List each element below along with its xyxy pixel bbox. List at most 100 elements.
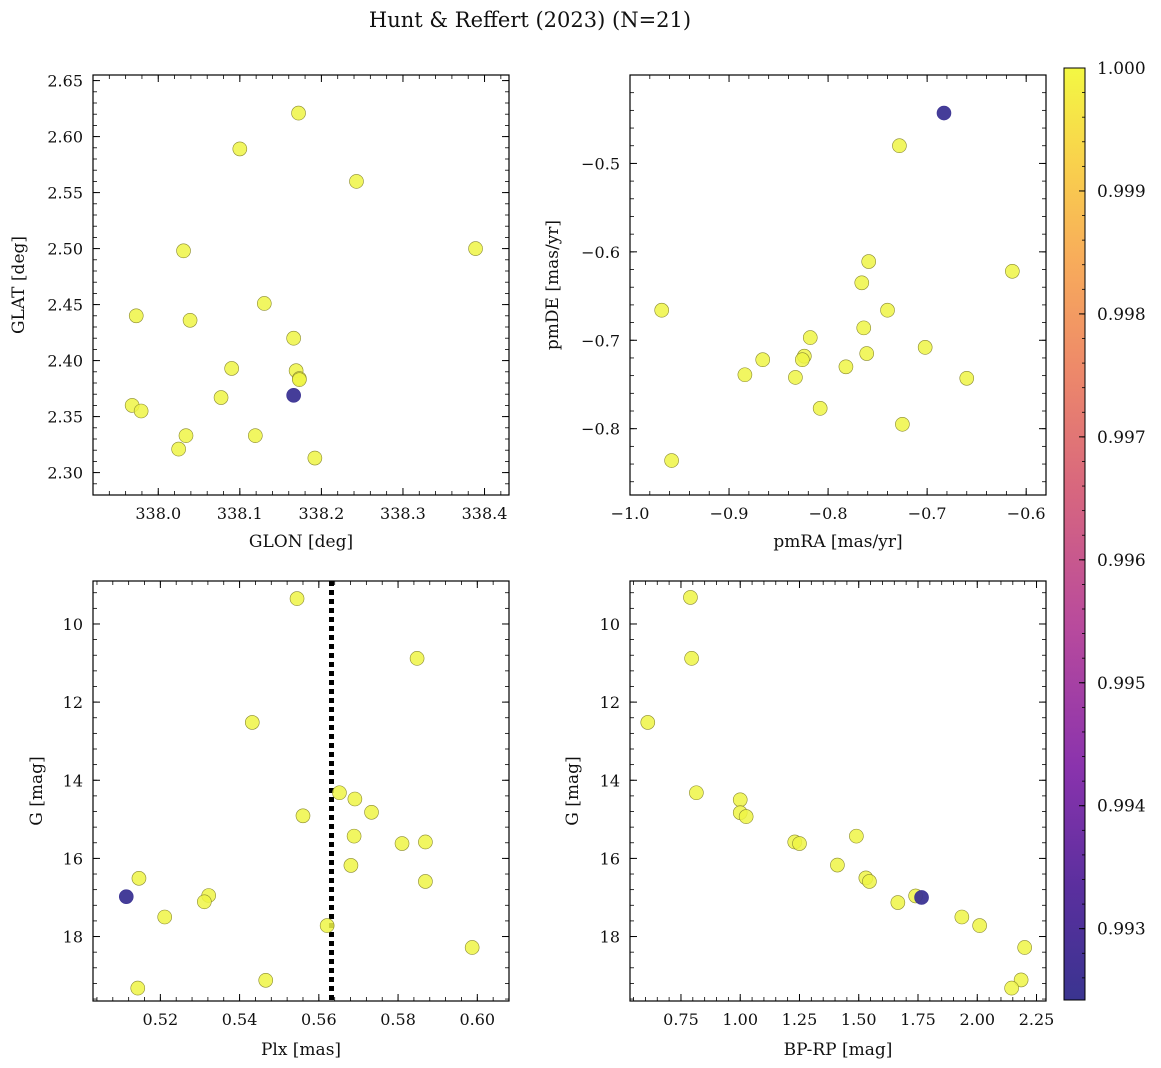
- y-tick-label: 2.50: [47, 240, 83, 259]
- x-tick-label: 338.3: [380, 504, 426, 523]
- member-point: [689, 785, 704, 801]
- member-point: [213, 390, 229, 405]
- member-point: [343, 858, 359, 873]
- y-tick-label: 12: [63, 693, 83, 712]
- member-point: [654, 302, 669, 318]
- plot-frame: [629, 74, 1047, 496]
- x-axis-label: Plx [mas]: [261, 1040, 341, 1060]
- x-axis-label: GLON [deg]: [249, 532, 353, 552]
- plot-frame: [629, 580, 1047, 1002]
- y-tick-label: 2.40: [47, 352, 83, 371]
- y-tick-label: 2.35: [47, 408, 83, 427]
- y-tick-label: 16: [600, 849, 620, 868]
- member-point: [856, 320, 872, 336]
- y-axis-label: G [mag]: [27, 756, 47, 825]
- colorbar-tick-label: 0.993: [1097, 920, 1146, 940]
- data-points: [118, 591, 480, 996]
- y-tick-label: 2.45: [47, 296, 83, 315]
- member-point: [859, 346, 875, 361]
- member-point: [346, 828, 362, 844]
- colorbar-ticks: 0.993 0.994 0.995 0.996 0.997 0.998 0.999 1.000: [1079, 59, 1146, 979]
- x-tick-label: 2.25: [1019, 1010, 1055, 1029]
- x-tick-label: 1.00: [722, 1010, 758, 1029]
- member-point: [128, 308, 144, 324]
- member-point: [394, 836, 410, 851]
- member-point: [802, 330, 818, 345]
- x-tick-label: 1.25: [782, 1010, 818, 1029]
- y-tick-label: 10: [600, 615, 620, 634]
- member-point: [737, 367, 753, 383]
- x-tick-label: 338.0: [135, 504, 181, 523]
- outlier-point: [118, 889, 134, 904]
- x-tick-label: 0.54: [222, 1010, 258, 1029]
- glon-glat-panel: 338.0 338.1 338.2 338.3 338.4 2.30 2.35 2.40 2.4…: [9, 72, 510, 552]
- member-point: [332, 785, 347, 801]
- colorbar-tick-label: 0.997: [1097, 428, 1146, 448]
- figure-title: Hunt & Reffert (2023) (N=21): [369, 8, 691, 32]
- x-axis-label: BP-RP [mag]: [784, 1040, 893, 1060]
- member-point: [307, 450, 323, 466]
- member-point: [732, 792, 748, 808]
- member-point: [292, 372, 307, 387]
- member-point: [171, 441, 186, 457]
- outlier-point: [936, 105, 952, 121]
- member-point: [684, 651, 699, 666]
- y-tick-label: 2.30: [47, 464, 83, 483]
- member-point: [130, 980, 146, 996]
- x-tick-label: −0.8: [809, 504, 848, 523]
- pmra-pmde-panel: −1.0 −0.9 −0.8 −0.7 −0.6 −0.8 −0.7 −0.6 −0.5 pmR…: [543, 74, 1047, 552]
- x-tick-label: −0.9: [710, 504, 749, 523]
- member-point: [182, 312, 198, 328]
- member-point: [224, 361, 239, 376]
- member-point: [849, 828, 864, 844]
- member-point: [838, 359, 854, 375]
- axis-ticks: −1.0 −0.9 −0.8 −0.7 −0.6 −0.8 −0.7 −0.6 −0.5: [581, 74, 1047, 523]
- x-tick-label: 1.50: [841, 1010, 877, 1029]
- x-tick-label: 0.60: [459, 1010, 495, 1029]
- colorbar-tick-label: 0.995: [1097, 674, 1146, 694]
- member-point: [795, 352, 810, 368]
- data-points: [640, 590, 1032, 996]
- member-point: [289, 591, 305, 606]
- x-tick-label: 338.1: [217, 504, 263, 523]
- member-point: [788, 370, 803, 385]
- y-tick-label: 18: [63, 928, 83, 947]
- colorbar-tick-label: 0.994: [1097, 797, 1146, 817]
- member-point: [954, 909, 970, 925]
- member-point: [862, 874, 877, 889]
- member-point: [244, 715, 260, 730]
- x-axis-label: pmRA [mas/yr]: [773, 532, 902, 552]
- outlier-point: [286, 388, 301, 403]
- member-point: [812, 401, 828, 416]
- member-point: [248, 428, 263, 443]
- member-point: [258, 972, 274, 988]
- y-axis-label: GLAT [deg]: [9, 236, 29, 334]
- y-axis-label: G [mag]: [563, 756, 583, 825]
- member-point: [295, 808, 311, 824]
- x-tick-label: 0.52: [143, 1010, 179, 1029]
- member-point: [917, 340, 933, 355]
- y-tick-label: −0.6: [581, 243, 620, 262]
- y-tick-label: 14: [600, 771, 620, 790]
- y-tick-label: −0.5: [581, 154, 620, 173]
- x-tick-label: 2.00: [959, 1010, 995, 1029]
- member-point: [861, 254, 877, 269]
- member-point: [792, 836, 807, 851]
- member-point: [972, 918, 987, 933]
- member-point: [830, 857, 845, 873]
- colorbar-tick-label: 0.998: [1097, 305, 1146, 325]
- y-tick-label: 16: [63, 849, 83, 868]
- outlier-point: [914, 890, 929, 905]
- member-point: [197, 894, 212, 910]
- x-tick-label: 0.58: [380, 1010, 416, 1029]
- member-point: [464, 940, 480, 955]
- y-axis-label: pmDE [mas/yr]: [543, 220, 563, 350]
- x-tick-label: −1.0: [611, 504, 650, 523]
- y-tick-label: 10: [63, 615, 83, 634]
- member-point: [683, 590, 698, 605]
- member-point: [418, 874, 433, 889]
- member-point: [157, 909, 173, 925]
- axis-ticks: 0.52 0.54 0.56 0.58 0.60 10 12 14 16 18: [63, 581, 510, 1029]
- member-point: [286, 330, 301, 346]
